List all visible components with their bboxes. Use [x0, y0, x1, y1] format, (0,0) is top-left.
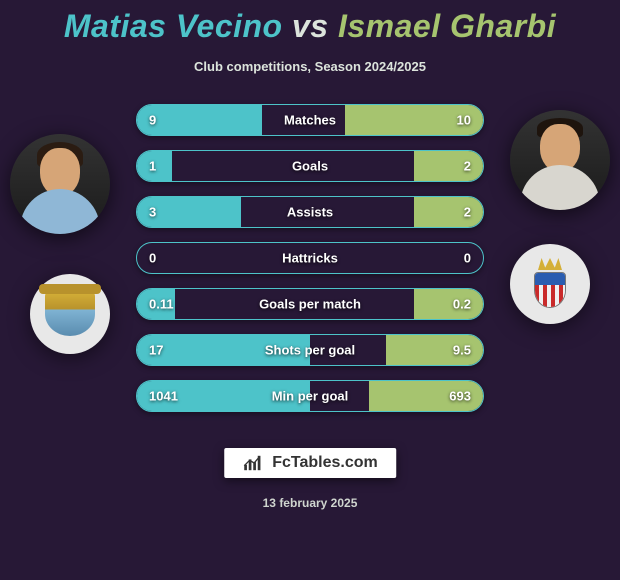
stat-label: Matches: [284, 113, 336, 128]
stat-fill-right: [414, 151, 483, 181]
player2-name: Ismael Gharbi: [338, 8, 556, 44]
stat-row: 0.11 0.2 Goals per match: [136, 288, 484, 320]
player1-name: Matias Vecino: [64, 8, 283, 44]
stat-value-left: 0.11: [149, 297, 174, 312]
stat-label: Goals per match: [259, 297, 361, 312]
stat-value-right: 2: [464, 159, 471, 174]
stat-row: 9 10 Matches: [136, 104, 484, 136]
stat-value-left: 0: [149, 251, 156, 266]
stat-label: Assists: [287, 205, 333, 220]
stat-label: Min per goal: [272, 389, 349, 404]
stat-fill-right: [414, 289, 483, 319]
comparison-content: 9 10 Matches 1 2 Goals 3 2 Assists 0 0 Hattricks 0.1…: [0, 104, 620, 444]
stat-value-right: 10: [457, 113, 471, 128]
player1-club-crest: [30, 274, 110, 354]
crest-stripes: [535, 285, 565, 307]
comparison-date: 13 february 2025: [263, 496, 358, 510]
stat-value-left: 9: [149, 113, 156, 128]
player2-club-crest: [510, 244, 590, 324]
stat-value-right: 0.2: [453, 297, 471, 312]
stat-value-right: 0: [464, 251, 471, 266]
bar-chart-icon: [242, 454, 264, 472]
stat-value-right: 2: [464, 205, 471, 220]
player1-avatar: [10, 134, 110, 234]
stat-value-left: 3: [149, 205, 156, 220]
title-vs: vs: [292, 8, 329, 44]
avatar-body: [20, 189, 100, 234]
stat-label: Hattricks: [282, 251, 338, 266]
stat-value-left: 1041: [149, 389, 178, 404]
stat-label: Shots per goal: [265, 343, 355, 358]
crest-lazio-icon: [45, 292, 95, 336]
stat-value-right: 693: [449, 389, 471, 404]
stat-row: 17 9.5 Shots per goal: [136, 334, 484, 366]
stat-rows: 9 10 Matches 1 2 Goals 3 2 Assists 0 0 Hattricks 0.1…: [136, 104, 484, 412]
comparison-subtitle: Club competitions, Season 2024/2025: [0, 59, 620, 74]
stat-value-left: 17: [149, 343, 163, 358]
crest-shield-icon: [534, 272, 566, 308]
stat-value-left: 1: [149, 159, 156, 174]
comparison-title: Matias Vecino vs Ismael Gharbi: [0, 0, 620, 45]
crest-braga-icon: [530, 260, 570, 308]
stat-value-right: 9.5: [453, 343, 471, 358]
crest-crown-icon: [538, 258, 562, 270]
avatar-body: [520, 165, 600, 210]
stat-row: 1 2 Goals: [136, 150, 484, 182]
stat-fill-right: [414, 197, 483, 227]
player2-avatar: [510, 110, 610, 210]
stat-row: 0 0 Hattricks: [136, 242, 484, 274]
brand-text: FcTables.com: [272, 454, 378, 472]
stat-row: 3 2 Assists: [136, 196, 484, 228]
stat-row: 1041 693 Min per goal: [136, 380, 484, 412]
stat-label: Goals: [292, 159, 328, 174]
brand-badge: FcTables.com: [224, 448, 396, 478]
